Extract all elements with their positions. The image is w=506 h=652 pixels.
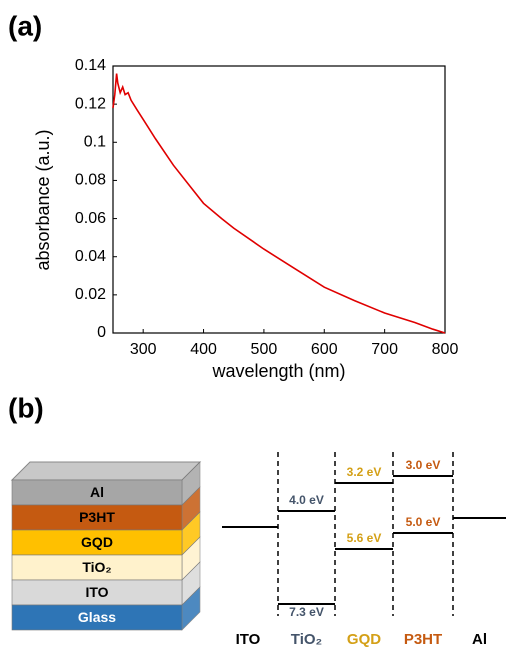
- column-label: ITO: [236, 631, 261, 648]
- stack-layer: [11, 604, 183, 631]
- level-label: 5.0 eV: [406, 515, 441, 529]
- panel-label: (b): [8, 392, 44, 423]
- stack-layer: [11, 529, 183, 556]
- y-tick-label: 0.06: [75, 210, 106, 227]
- x-tick-label: 400: [190, 341, 217, 358]
- stack-layer: [11, 504, 183, 531]
- layer-label: Al: [90, 484, 104, 500]
- level-label: 7.3 eV: [289, 605, 324, 619]
- x-tick-label: 800: [432, 341, 459, 358]
- x-tick-label: 500: [251, 341, 278, 358]
- panel-label: (a): [8, 10, 42, 41]
- level-label: 3.2 eV: [347, 465, 382, 479]
- stack-top: [10, 461, 202, 481]
- y-tick-label: 0.02: [75, 286, 106, 303]
- layer-label: Glass: [78, 609, 116, 625]
- x-axis-label: wavelength (nm): [211, 361, 345, 381]
- stack-layer: [11, 554, 183, 581]
- x-tick-label: 700: [371, 341, 398, 358]
- plot-frame: [112, 65, 446, 334]
- level-label: 4.0 eV: [289, 493, 324, 507]
- column-label: GQD: [347, 631, 381, 648]
- layer-label: GQD: [81, 534, 113, 550]
- layer-label: P3HT: [79, 509, 115, 525]
- x-tick-label: 600: [311, 341, 338, 358]
- data-line: [112, 73, 446, 334]
- layer-label: TiO₂: [82, 559, 111, 575]
- level-label: 5.6 eV: [347, 531, 382, 545]
- y-tick-label: 0.04: [75, 248, 106, 265]
- layer-label: ITO: [85, 584, 108, 600]
- y-axis-label: absorbance (a.u.): [33, 129, 53, 270]
- column-label: Al: [472, 631, 487, 648]
- y-tick-label: 0.14: [75, 57, 106, 74]
- stack-layer: [11, 579, 183, 606]
- y-tick-label: 0.1: [84, 134, 106, 151]
- level-label: 3.0 eV: [406, 458, 441, 472]
- column-label: P3HT: [404, 631, 442, 648]
- y-tick-label: 0.08: [75, 172, 106, 189]
- x-tick-label: 300: [130, 341, 157, 358]
- y-tick-label: 0: [97, 324, 106, 341]
- y-tick-label: 0.12: [75, 95, 106, 112]
- column-label: TiO₂: [291, 631, 322, 648]
